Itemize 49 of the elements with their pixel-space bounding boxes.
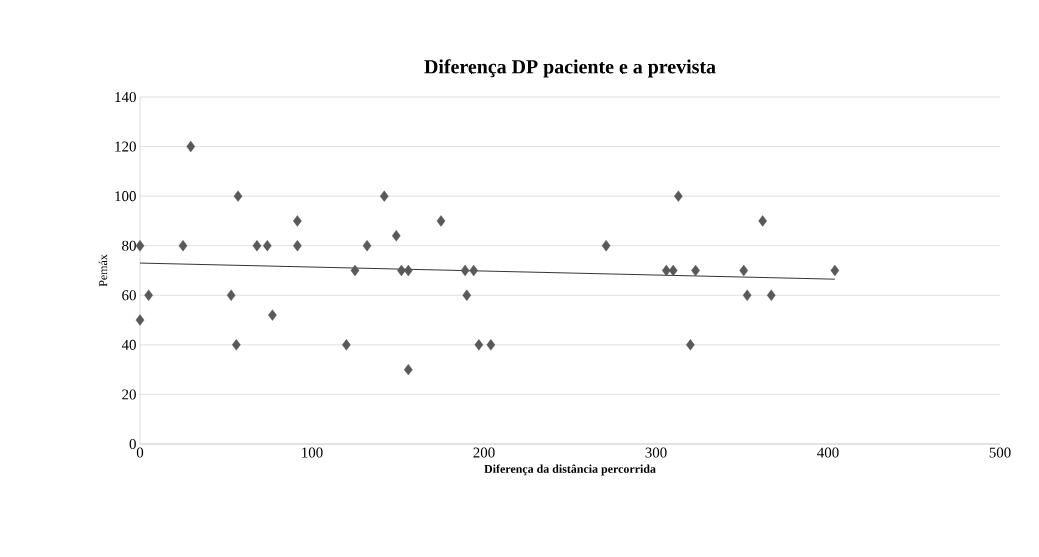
point bbox=[186, 140, 196, 153]
point bbox=[135, 314, 145, 326]
point bbox=[686, 339, 695, 351]
point bbox=[232, 339, 241, 351]
x-tick-label: 500 bbox=[989, 447, 1011, 458]
x-tick-label: 400 bbox=[817, 447, 839, 458]
point bbox=[135, 240, 145, 252]
y-tick-label: 140 bbox=[115, 91, 136, 103]
chart-title: Diferença DP paciente e a prevista bbox=[424, 59, 716, 78]
point bbox=[758, 215, 767, 227]
point bbox=[674, 190, 683, 202]
point bbox=[350, 264, 360, 277]
point bbox=[460, 264, 470, 277]
point bbox=[342, 339, 351, 351]
y-tick-label: 80 bbox=[122, 240, 136, 251]
point bbox=[293, 240, 302, 252]
point bbox=[739, 264, 749, 277]
x-tick-label: 0 bbox=[136, 447, 144, 458]
point bbox=[252, 240, 262, 252]
y-tick-label: 40 bbox=[121, 339, 136, 350]
point bbox=[601, 240, 611, 252]
x-tick-label: 200 bbox=[473, 447, 495, 458]
point bbox=[830, 264, 840, 277]
point bbox=[436, 215, 446, 227]
y-axis-title: Pemáx bbox=[98, 254, 108, 287]
y-tick-label: 100 bbox=[115, 191, 136, 202]
x-tick-label: 300 bbox=[645, 447, 667, 458]
point bbox=[462, 289, 472, 301]
point bbox=[293, 215, 302, 227]
point bbox=[766, 289, 776, 301]
point bbox=[262, 240, 272, 252]
point bbox=[668, 264, 678, 277]
point bbox=[474, 339, 484, 351]
point bbox=[178, 240, 188, 252]
y-tick-label: 60 bbox=[122, 290, 136, 301]
point bbox=[144, 289, 153, 301]
point bbox=[742, 289, 752, 301]
y-tick-label: 0 bbox=[129, 438, 136, 450]
point bbox=[268, 309, 277, 321]
point bbox=[362, 240, 372, 252]
point bbox=[486, 339, 496, 351]
x-axis-title: Diferença da distância percorrida bbox=[484, 464, 656, 476]
y-tick-label: 20 bbox=[122, 389, 136, 400]
point bbox=[391, 230, 401, 242]
point bbox=[226, 289, 236, 301]
x-tick-label: 100 bbox=[302, 447, 323, 458]
y-tick-label: 120 bbox=[115, 141, 136, 152]
point bbox=[233, 190, 243, 202]
point bbox=[379, 190, 389, 202]
